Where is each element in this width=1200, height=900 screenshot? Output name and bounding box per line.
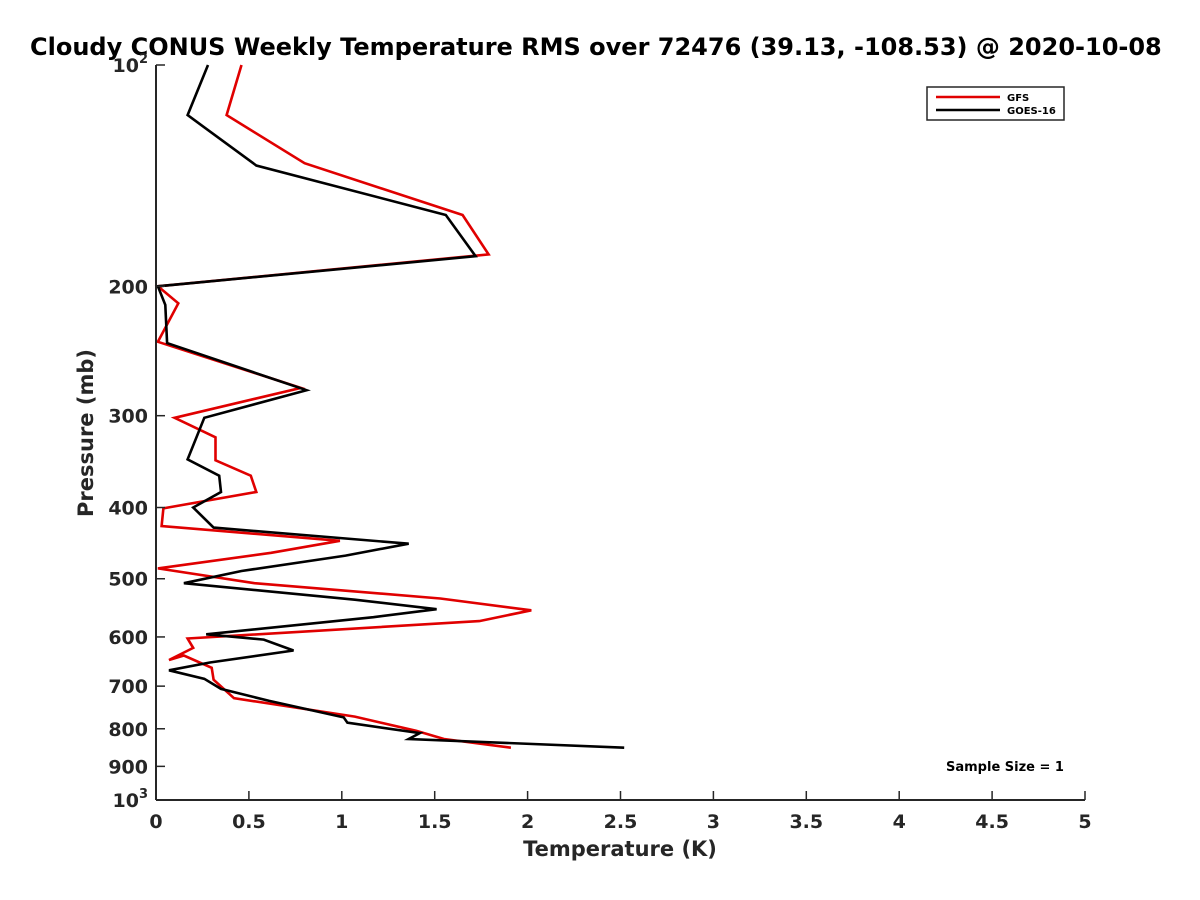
x-tick-label: 3 bbox=[707, 811, 720, 833]
x-tick-label: 2.5 bbox=[604, 811, 638, 833]
y-tick-label: 400 bbox=[108, 498, 148, 520]
x-tick-label: 0 bbox=[149, 811, 162, 833]
x-tick-label: 0.5 bbox=[232, 811, 266, 833]
legend-box bbox=[926, 86, 1065, 121]
legend-label-goes16: GOES-16 bbox=[1007, 106, 1056, 117]
y-tick-label: 200 bbox=[108, 276, 148, 298]
series-line-gfs bbox=[154, 64, 532, 749]
sample-size-annotation: Sample Size = 1 bbox=[946, 760, 1064, 775]
y-tick-label: 800 bbox=[108, 719, 148, 741]
x-tick-label: 4.5 bbox=[975, 811, 1009, 833]
chart-title: Cloudy CONUS Weekly Temperature RMS over… bbox=[30, 33, 1162, 61]
y-tick-label: 700 bbox=[108, 676, 148, 698]
y-tick-label: 300 bbox=[108, 406, 148, 428]
x-tick-label: 4 bbox=[893, 811, 906, 833]
y-tick-label: 102 bbox=[113, 52, 149, 77]
y-axis-label: Pressure (mb) bbox=[74, 349, 98, 517]
x-tick-label: 2 bbox=[521, 811, 534, 833]
x-ticks: 0 0.5 1 1.5 2 2.5 3 3.5 4 4.5 5 bbox=[149, 791, 1092, 833]
y-tick-label: 900 bbox=[108, 756, 148, 778]
y-tick-label: 500 bbox=[108, 569, 148, 591]
x-tick-label: 1.5 bbox=[418, 811, 452, 833]
x-tick-label: 5 bbox=[1078, 811, 1091, 833]
x-tick-label: 1 bbox=[335, 811, 348, 833]
y-tick-label: 600 bbox=[108, 627, 148, 649]
x-tick-label: 3.5 bbox=[789, 811, 823, 833]
y-tick-label: 103 bbox=[113, 787, 149, 812]
y-ticks: 200 300 400 500 600 700 800 900 102 103 bbox=[108, 52, 165, 812]
legend-label-gfs: GFS bbox=[1007, 93, 1029, 104]
legend: GFS GOES-16 bbox=[926, 86, 1065, 121]
x-axis-label: Temperature (K) bbox=[523, 837, 717, 861]
